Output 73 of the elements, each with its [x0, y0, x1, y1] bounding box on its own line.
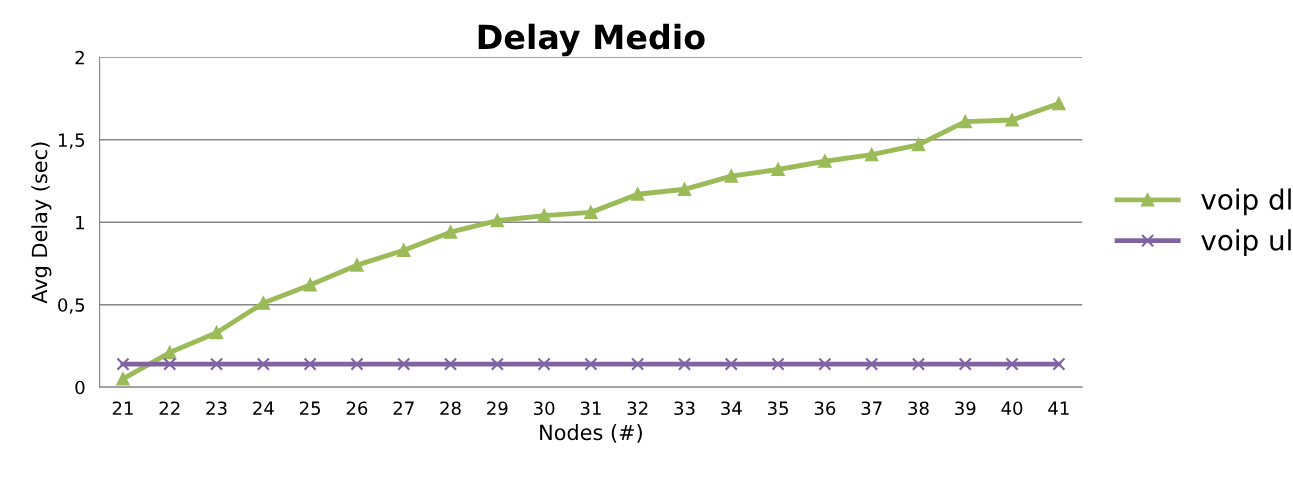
- point: [116, 357, 130, 371]
- point: [163, 357, 177, 371]
- y-tick-label: 0: [75, 380, 85, 395]
- point: [771, 162, 785, 177]
- point: [443, 357, 458, 371]
- point: [911, 138, 926, 152]
- point: [1052, 96, 1066, 111]
- point: [350, 258, 364, 272]
- x-tick-label: 38: [908, 401, 929, 416]
- x-tick-label: 28: [440, 401, 461, 416]
- x-tick-label: 40: [1001, 401, 1023, 416]
- point: [397, 243, 411, 257]
- x-tick-label: 26: [346, 401, 368, 416]
- point: [631, 357, 645, 371]
- x-tick-label: 23: [206, 401, 227, 416]
- point: [303, 278, 317, 292]
- point: [163, 345, 177, 360]
- x-tick-label: 35: [767, 401, 788, 416]
- x-tick-label: 37: [861, 401, 882, 416]
- point: [958, 115, 972, 129]
- point: [256, 296, 270, 310]
- point: [724, 357, 738, 371]
- x-tick-label: 24: [253, 401, 274, 415]
- x-tick-label: 21: [112, 401, 133, 415]
- point: [771, 357, 785, 371]
- point: [865, 148, 879, 162]
- x-tick-label: 27: [393, 401, 414, 415]
- x-tick-label: 39: [955, 401, 976, 416]
- y-tick-label: 1,5: [58, 133, 85, 149]
- chart-title: Delay Medio: [478, 23, 705, 57]
- point: [584, 205, 598, 219]
- point: [350, 357, 364, 371]
- point: [631, 187, 645, 201]
- legend-label: voip ul: [1201, 229, 1291, 257]
- point: [1052, 357, 1066, 371]
- x-tick-label: 41: [1048, 401, 1069, 415]
- point: [1005, 357, 1019, 371]
- point: [677, 182, 692, 196]
- point: [865, 357, 879, 371]
- point: [256, 357, 270, 371]
- point: [209, 357, 224, 371]
- point: [537, 357, 551, 371]
- point: [677, 357, 692, 371]
- point: [537, 209, 551, 223]
- point: [584, 357, 598, 371]
- point: [303, 357, 317, 371]
- point: [818, 154, 832, 168]
- point: [443, 225, 458, 239]
- y-tick-label: 2: [75, 50, 84, 65]
- x-tick-label: 30: [534, 401, 555, 416]
- point: [490, 214, 504, 228]
- x-tick-label: 36: [814, 401, 836, 416]
- y-axis-title: Avg Delay (sec): [31, 142, 52, 304]
- y-tick-label: 1: [76, 215, 84, 230]
- x-tick-label: 29: [487, 401, 508, 416]
- x-tick-label: 33: [674, 401, 695, 416]
- point: [209, 326, 224, 340]
- point: [397, 357, 411, 371]
- x-tick-label: 31: [580, 401, 601, 416]
- point: [724, 169, 738, 183]
- legend-label: voip dl: [1201, 188, 1291, 216]
- point: [1005, 113, 1019, 127]
- point: [911, 357, 926, 371]
- x-axis-title: Nodes (#): [540, 424, 642, 443]
- x-tick-label: 32: [627, 401, 648, 416]
- point: [818, 357, 832, 371]
- x-tick-label: 34: [721, 401, 742, 416]
- point: [116, 372, 130, 386]
- x-tick-label: 25: [299, 401, 321, 416]
- x-tick-label: 22: [159, 401, 180, 415]
- point: [490, 357, 504, 371]
- y-tick-label: 0,5: [58, 298, 85, 314]
- point: [958, 357, 972, 371]
